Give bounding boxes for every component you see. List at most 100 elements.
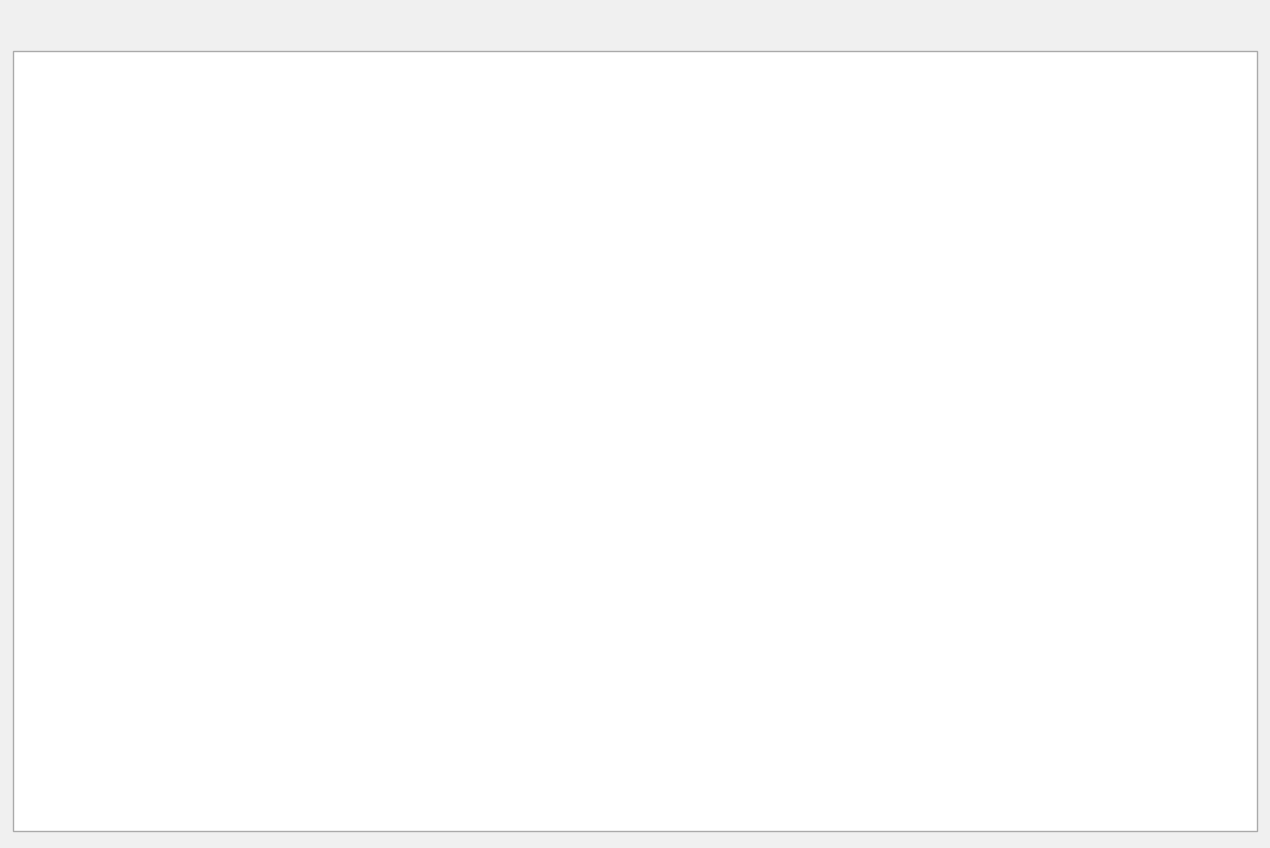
Text: DK BLU/WHT: DK BLU/WHT bbox=[893, 576, 936, 582]
Text: RR RTN: RR RTN bbox=[1040, 188, 1068, 198]
Text: LT GRN: LT GRN bbox=[469, 410, 497, 418]
Bar bbox=[508, 376, 612, 432]
Text: GRY: GRY bbox=[720, 638, 725, 650]
Text: D: D bbox=[941, 574, 947, 583]
Text: LEFT REAR SPEAKER: LEFT REAR SPEAKER bbox=[1022, 500, 1097, 506]
Text: 199: 199 bbox=[951, 228, 965, 237]
Bar bbox=[744, 637, 799, 663]
Bar bbox=[676, 637, 730, 663]
Text: DK GRN: DK GRN bbox=[812, 628, 817, 650]
Text: A: A bbox=[852, 650, 857, 656]
Bar bbox=[1064, 668, 1109, 701]
Text: B: B bbox=[941, 633, 946, 642]
Text: COMPUTER
DATA LINES
SYSTEM: COMPUTER DATA LINES SYSTEM bbox=[469, 325, 513, 355]
Text: RADIO: RADIO bbox=[193, 153, 230, 163]
Text: 2940: 2940 bbox=[371, 241, 391, 250]
Text: BRN: BRN bbox=[919, 538, 936, 547]
Text: )): )) bbox=[646, 381, 654, 391]
Text: C: C bbox=[437, 410, 442, 418]
Text: LEFT FRONT
TWEETER
SPEAKER: LEFT FRONT TWEETER SPEAKER bbox=[613, 693, 659, 712]
Bar bbox=[1064, 621, 1109, 654]
Text: LT GRN: LT GRN bbox=[856, 631, 861, 650]
Text: 1405: 1405 bbox=[371, 202, 390, 211]
Text: WHT: WHT bbox=[339, 592, 357, 601]
Text: 4: 4 bbox=[291, 221, 296, 231]
Text: MID-
RANGE: MID- RANGE bbox=[1074, 631, 1097, 644]
Text: SEEK DN: SEEK DN bbox=[213, 603, 246, 612]
Text: YEL: YEL bbox=[616, 377, 630, 386]
Text: LT BLU: LT BLU bbox=[311, 202, 338, 211]
Text: YEL: YEL bbox=[970, 248, 984, 256]
FancyBboxPatch shape bbox=[183, 379, 335, 552]
Text: RED: RED bbox=[339, 697, 354, 706]
Text: BLU: BLU bbox=[339, 668, 353, 678]
Text: 3: 3 bbox=[291, 202, 296, 211]
Text: 835: 835 bbox=[371, 339, 386, 348]
Text: RED: RED bbox=[339, 521, 354, 529]
Text: BARE: BARE bbox=[311, 221, 333, 231]
Text: LT BLU/BLK: LT BLU/BLK bbox=[898, 692, 936, 698]
FancyBboxPatch shape bbox=[1020, 510, 1109, 598]
FancyBboxPatch shape bbox=[1015, 180, 1109, 324]
Text: 1406: 1406 bbox=[371, 156, 390, 165]
Text: BLK: BLK bbox=[339, 566, 353, 575]
Text: A: A bbox=[715, 650, 720, 656]
Text: )): )) bbox=[646, 414, 654, 423]
Text: F16: F16 bbox=[1008, 248, 1022, 256]
Text: A: A bbox=[437, 377, 442, 386]
Text: 8: 8 bbox=[291, 299, 296, 309]
Text: A: A bbox=[784, 650, 789, 656]
Text: LT BLU: LT BLU bbox=[970, 188, 996, 198]
Text: CD COM: CD COM bbox=[185, 202, 218, 211]
Text: SUB-
WOOFER: SUB- WOOFER bbox=[1071, 678, 1101, 691]
Text: F12: F12 bbox=[1010, 169, 1022, 178]
Text: BRN: BRN bbox=[970, 228, 987, 237]
Text: GROUND: GROUND bbox=[185, 280, 221, 289]
Text: 5: 5 bbox=[291, 241, 296, 250]
Text: E & C DATA: E & C DATA bbox=[185, 339, 230, 348]
Text: BLU: BLU bbox=[339, 504, 353, 512]
Text: F14: F14 bbox=[1008, 209, 1022, 217]
Text: VOL UP: VOL UP bbox=[218, 398, 245, 407]
Text: YEL: YEL bbox=[469, 377, 483, 386]
Bar bbox=[1064, 513, 1109, 546]
Text: 9: 9 bbox=[291, 319, 296, 328]
Text: 6: 6 bbox=[291, 260, 296, 270]
Text: REMOTE CD PLAYER: REMOTE CD PLAYER bbox=[185, 360, 301, 371]
Text: DK GRN: DK GRN bbox=[909, 681, 936, 687]
Text: SUB-
WOOFER: SUB- WOOFER bbox=[1071, 569, 1101, 582]
Text: 115: 115 bbox=[951, 188, 965, 198]
Text: 2: 2 bbox=[291, 182, 296, 191]
Text: SCAN: SCAN bbox=[213, 629, 234, 639]
Text: ): ) bbox=[419, 520, 424, 530]
Text: MUTE: MUTE bbox=[218, 483, 239, 492]
Text: GRY: GRY bbox=[439, 494, 455, 504]
Text: 1: 1 bbox=[291, 156, 296, 165]
FancyBboxPatch shape bbox=[183, 170, 287, 353]
Text: 10: 10 bbox=[291, 339, 301, 348]
Text: RR FEED: RR FEED bbox=[1040, 209, 1073, 217]
Text: A: A bbox=[941, 644, 946, 653]
FancyBboxPatch shape bbox=[183, 566, 335, 719]
Text: DK GRN: DK GRN bbox=[311, 339, 343, 348]
Text: B: B bbox=[833, 650, 838, 656]
Text: RIGHT FRONT
TWEETER
SPEAKER: RIGHT FRONT TWEETER SPEAKER bbox=[749, 693, 799, 712]
Text: TAN: TAN bbox=[673, 638, 678, 650]
Text: BLK: BLK bbox=[439, 514, 453, 523]
Text: LT GRN: LT GRN bbox=[311, 182, 339, 191]
Text: INFLATABLE
RESTRAINT
STEERING WHEEL
CONTROL MODULE: INFLATABLE RESTRAINT STEERING WHEEL CONT… bbox=[513, 438, 577, 466]
Text: LOW FREQUENCY
AUDIO AMPLIFIER
(IN REAR COMPARTMENT,
MOUNTED TO BOTTOM
OF REAR DE: LOW FREQUENCY AUDIO AMPLIFIER (IN REAR C… bbox=[1017, 330, 1105, 365]
Text: F15: F15 bbox=[1008, 228, 1022, 237]
Text: D: D bbox=[941, 680, 947, 689]
Text: LR FEED: LR FEED bbox=[1040, 228, 1072, 237]
Text: 46: 46 bbox=[956, 209, 965, 217]
Text: ORG/BLK: ORG/BLK bbox=[311, 156, 347, 165]
Text: ORG: ORG bbox=[311, 241, 329, 250]
Text: BLK: BLK bbox=[339, 476, 353, 485]
Text: BLK: BLK bbox=[605, 639, 610, 650]
Text: LT GRN: LT GRN bbox=[743, 631, 748, 650]
Text: FUSED FEED: FUSED FEED bbox=[185, 241, 235, 250]
Text: WHT: WHT bbox=[339, 406, 357, 416]
Text: RIGHT REAR SPEAKER: RIGHT REAR SPEAKER bbox=[1022, 608, 1102, 614]
Bar bbox=[813, 637, 867, 663]
